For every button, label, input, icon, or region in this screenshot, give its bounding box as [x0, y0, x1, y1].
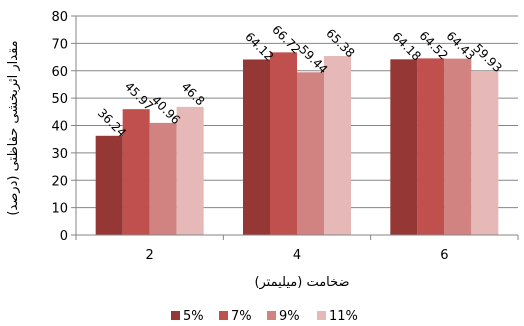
bar: [122, 109, 150, 235]
data-label: 64.18: [390, 29, 424, 63]
y-tick-label: 60: [51, 65, 68, 80]
data-label: 46.8: [179, 80, 208, 109]
y-tick-label: 0: [60, 229, 68, 244]
y-axis-title: مقدار اثربخشی حفاظتی (درصد): [6, 40, 21, 215]
data-label: 64.12: [242, 30, 276, 64]
bar: [243, 59, 270, 236]
data-label: 45.97: [122, 79, 156, 113]
y-tick-label: 20: [51, 174, 68, 189]
legend: 5% 7% 9% 11%: [171, 309, 358, 324]
legend-swatch: [317, 311, 326, 320]
legend-label: 5%: [183, 309, 204, 324]
x-tick-label: 4: [293, 248, 301, 263]
legend-label: 7%: [231, 309, 252, 324]
axes: 0 10 20 30 40 50 60 70 80 2 4 6: [51, 10, 519, 263]
y-tick-label: 10: [51, 202, 68, 217]
bar: [297, 72, 324, 236]
x-tick-label: 2: [146, 248, 154, 263]
x-axis-title: ضخامت (میلیمتر): [254, 275, 349, 290]
bar: [176, 106, 204, 235]
data-label: 59.93: [471, 41, 505, 75]
y-tick-label: 50: [51, 92, 68, 107]
legend-swatch: [267, 311, 276, 320]
bar: [390, 59, 418, 235]
bar: [270, 52, 297, 235]
legend-swatch: [171, 311, 180, 320]
bar: [417, 58, 445, 236]
data-label: 64.52: [417, 28, 451, 62]
x-tick-label: 6: [440, 248, 448, 263]
legend-label: 9%: [279, 309, 300, 324]
bars: [95, 52, 499, 236]
legend-label: 11%: [329, 309, 358, 324]
bar: [471, 70, 499, 236]
bar: [324, 56, 351, 236]
y-tick-label: 70: [51, 37, 68, 52]
bar: [444, 58, 472, 235]
bar: [149, 122, 177, 235]
legend-swatch: [219, 311, 228, 320]
data-label: 64.43: [444, 29, 478, 63]
y-tick-label: 30: [51, 147, 68, 162]
y-tick-label: 40: [51, 120, 68, 135]
y-tick-label: 80: [51, 10, 68, 25]
bar: [95, 135, 123, 235]
